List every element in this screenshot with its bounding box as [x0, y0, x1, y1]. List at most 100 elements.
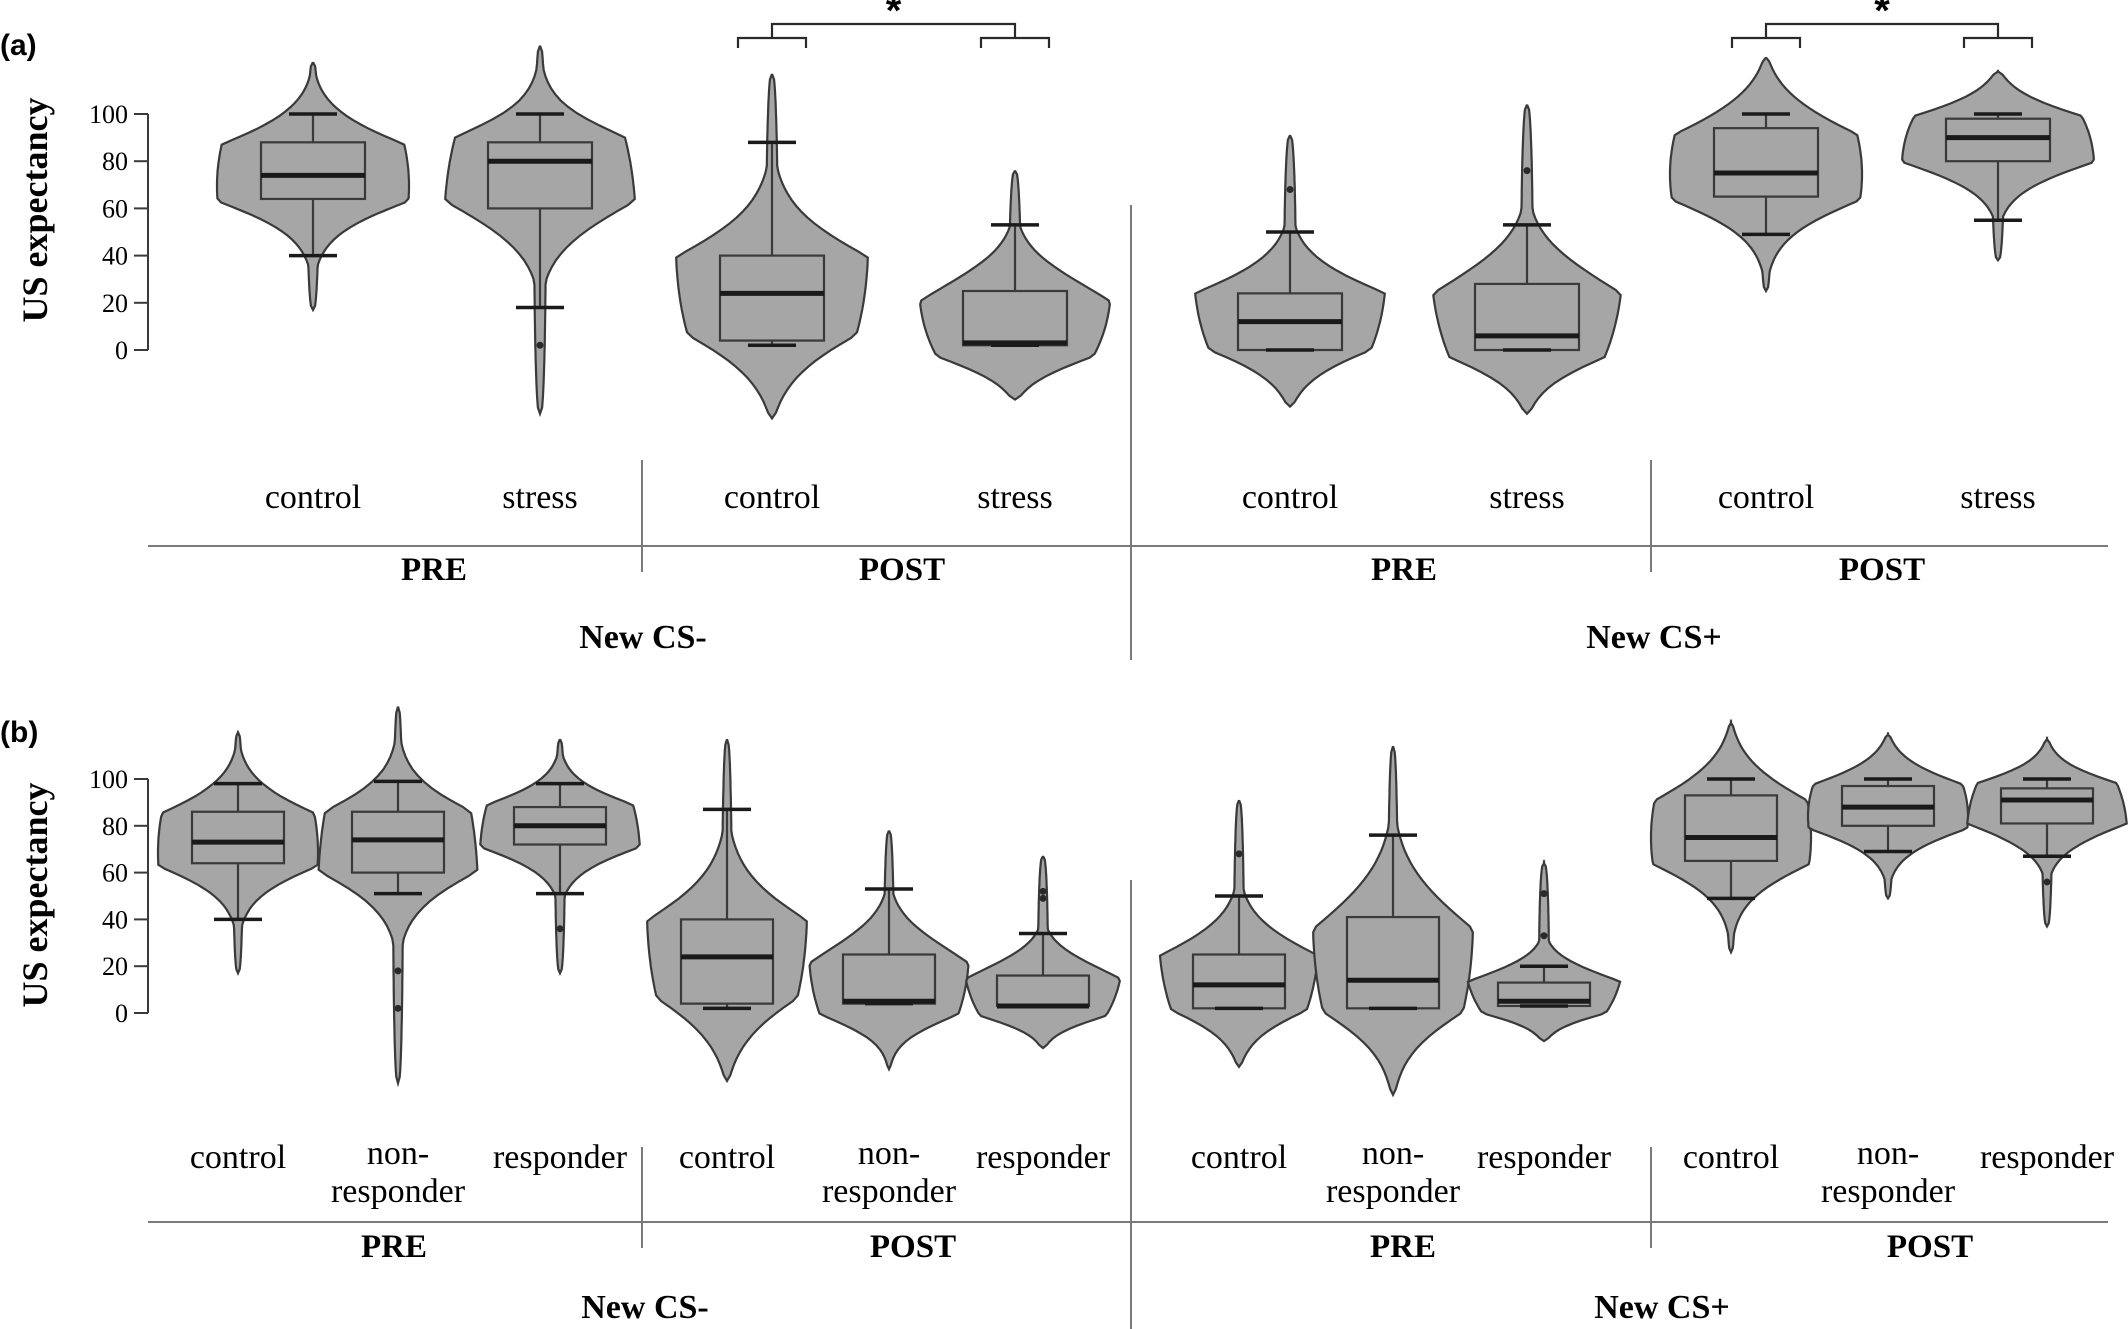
y-tick-label: 100	[89, 765, 128, 794]
y-tick-label: 40	[102, 242, 128, 271]
y-tick-label: 60	[102, 194, 128, 223]
stimulus-label: New CS+	[1586, 619, 1722, 656]
y-tick-label: 20	[102, 952, 128, 981]
phase-label: PRE	[1371, 552, 1437, 588]
iqr-box	[1999, 787, 2095, 825]
iqr-box	[1683, 794, 1779, 863]
plot-panel-b: 0 20 40 60 80 100 control non-responder responde…	[89, 706, 2128, 1329]
outlier-point	[1540, 890, 1548, 898]
category-label: stress	[502, 479, 578, 516]
plot-panel-a: 0 20 40 60 80 100 control stress control stress co…	[89, 0, 2108, 660]
outlier-point	[394, 967, 402, 975]
violin-group-stress-3	[919, 170, 1111, 401]
category-label: control	[1191, 1139, 1287, 1176]
violin-group-nonresponder-4	[808, 830, 970, 1072]
violin-group-control-6	[1158, 799, 1320, 1069]
violin-group-nonresponder-10	[1806, 731, 1970, 901]
category-label: responder	[976, 1139, 1111, 1176]
category-label: non-responder	[1821, 1135, 1956, 1210]
y-tick-label: 60	[102, 859, 128, 888]
violin-group-control-0	[156, 729, 320, 977]
phase-label: POST	[859, 552, 945, 588]
violin-group-nonresponder-1	[317, 706, 479, 1088]
outlier-point	[536, 341, 544, 349]
violin-group-control-3	[646, 738, 808, 1084]
iqr-box	[995, 974, 1091, 1008]
violin-group-responder-5	[965, 855, 1121, 1050]
y-tick-label: 0	[115, 336, 128, 365]
y-tick-label: 40	[102, 905, 128, 934]
phase-label: POST	[1887, 1229, 1973, 1265]
iqr-box	[259, 141, 367, 201]
category-label: stress	[1960, 479, 2036, 516]
y-tick-label: 80	[102, 812, 128, 841]
y-tick-label: 0	[115, 999, 128, 1028]
category-label: control	[265, 479, 361, 516]
category-label: control	[1242, 479, 1338, 516]
phase-label: PRE	[361, 1229, 427, 1265]
category-label: control	[190, 1139, 286, 1176]
category-label: stress	[977, 479, 1053, 516]
outlier-point	[1235, 850, 1243, 858]
iqr-box	[1712, 127, 1820, 198]
category-label: control	[1718, 479, 1814, 516]
violin-group-responder-11	[1966, 735, 2128, 929]
category-label: non-responder	[1326, 1135, 1461, 1210]
significance-star: *	[1874, 0, 1890, 33]
category-label: responder	[1980, 1139, 2115, 1176]
iqr-box	[486, 141, 594, 210]
iqr-box	[190, 810, 286, 865]
category-label: control	[724, 479, 820, 516]
violin-group-stress-5	[1432, 104, 1622, 416]
significance-star: *	[886, 0, 902, 33]
y-axis-title-a: US expectancy	[15, 98, 55, 323]
violin-group-responder-2	[479, 738, 641, 976]
phase-label: PRE	[401, 552, 467, 588]
stimulus-label: New CS-	[579, 619, 706, 656]
phase-label: POST	[870, 1229, 956, 1265]
outlier-point	[1540, 932, 1548, 940]
y-tick-label: 80	[102, 147, 128, 176]
category-label: control	[1683, 1139, 1779, 1176]
violin-group-stress-1	[444, 45, 636, 418]
iqr-box	[1345, 915, 1441, 1010]
outlier-point	[1286, 186, 1294, 194]
iqr-box	[841, 953, 937, 1005]
category-label: non-responder	[331, 1135, 466, 1210]
panel-label-a: (a)	[0, 29, 37, 62]
outlier-point	[1039, 887, 1047, 895]
iqr-box	[679, 918, 775, 1005]
significance-bracket	[1730, 22, 2034, 48]
violin-group-control-6	[1668, 56, 1864, 294]
violin-group-control-9	[1649, 718, 1813, 955]
violin-group-control-4	[1194, 134, 1386, 409]
violin-group-responder-8	[1466, 859, 1622, 1043]
violin-group-control-0	[215, 61, 411, 313]
category-label: non-responder	[822, 1135, 957, 1210]
category-label: control	[679, 1139, 775, 1176]
panel-label-b: (b)	[0, 716, 38, 749]
outlier-point	[556, 925, 564, 933]
y-axis-title-b: US expectancy	[15, 783, 55, 1008]
phase-label: PRE	[1370, 1229, 1436, 1265]
iqr-box	[961, 289, 1069, 347]
significance-bracket	[736, 22, 1051, 48]
outlier-point	[394, 1004, 402, 1012]
y-tick-label: 20	[102, 289, 128, 318]
phase-label: POST	[1839, 552, 1925, 588]
category-label: responder	[1477, 1139, 1612, 1176]
iqr-box	[1473, 282, 1581, 352]
violin-shape	[1466, 859, 1622, 1043]
outlier-point	[1039, 894, 1047, 902]
violin-group-nonresponder-7	[1312, 745, 1474, 1098]
violin-group-control-2	[675, 73, 869, 421]
outlier-point	[1523, 167, 1531, 175]
category-label: responder	[493, 1139, 628, 1176]
violin-group-stress-7	[1901, 69, 2095, 263]
iqr-box	[718, 254, 826, 342]
stimulus-label: New CS-	[581, 1289, 708, 1326]
iqr-box	[1191, 953, 1287, 1010]
y-tick-label: 100	[89, 100, 128, 129]
category-label: stress	[1489, 479, 1565, 516]
